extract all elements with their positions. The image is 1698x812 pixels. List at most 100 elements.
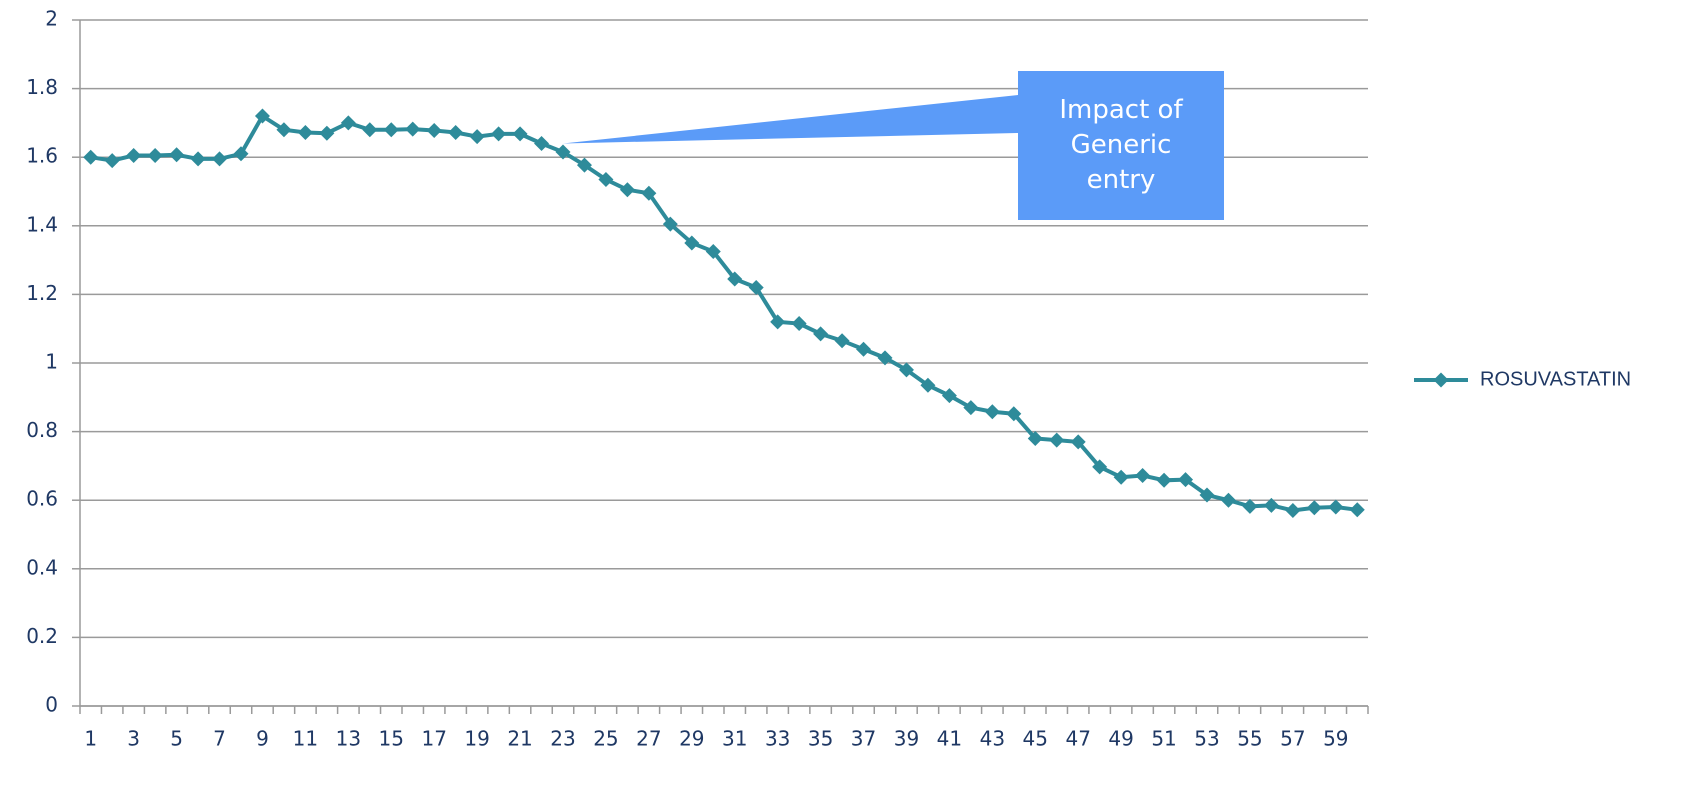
marker: [426, 122, 442, 138]
x-tick-label: 35: [808, 727, 833, 751]
marker: [491, 126, 507, 142]
marker: [684, 235, 700, 251]
marker: [1199, 487, 1215, 503]
x-tick-label: 59: [1323, 727, 1348, 751]
y-tick-label: 1.2: [26, 281, 58, 305]
marker: [469, 129, 485, 145]
y-tick-label: 0.2: [26, 624, 58, 648]
marker: [147, 147, 163, 163]
marker: [104, 153, 120, 169]
marker: [319, 125, 335, 141]
x-tick-label: 9: [256, 727, 269, 751]
marker: [1006, 406, 1022, 422]
x-tick-label: 33: [765, 727, 790, 751]
x-tick-label: 17: [421, 727, 446, 751]
x-tick-label: 43: [980, 727, 1005, 751]
marker: [169, 147, 185, 163]
marker: [1328, 499, 1344, 515]
marker: [448, 125, 464, 141]
marker: [705, 244, 721, 260]
x-tick-label: 15: [379, 727, 404, 751]
annotation-pointer: [563, 95, 1018, 144]
x-tick-label: 55: [1237, 727, 1262, 751]
marker: [598, 171, 614, 187]
x-tick-label: 11: [293, 727, 318, 751]
x-tick-label: 41: [937, 727, 962, 751]
marker: [984, 404, 1000, 420]
marker: [1092, 459, 1108, 475]
y-tick-label: 0.8: [26, 418, 58, 442]
legend-label: ROSUVASTATIN: [1480, 368, 1631, 390]
marker: [1306, 500, 1322, 516]
y-tick-label: 2: [45, 7, 58, 31]
marker: [534, 135, 550, 151]
x-tick-label: 37: [851, 727, 876, 751]
marker: [662, 216, 678, 232]
x-tick-label: 51: [1151, 727, 1176, 751]
x-tick-label: 25: [593, 727, 618, 751]
y-tick-label: 1: [45, 350, 58, 374]
marker: [1285, 502, 1301, 518]
y-tick-label: 0.4: [26, 555, 58, 579]
marker: [190, 151, 206, 167]
marker: [1113, 469, 1129, 485]
x-tick-label: 31: [722, 727, 747, 751]
marker: [963, 400, 979, 416]
x-tick-label: 3: [127, 727, 140, 751]
x-tick-label: 53: [1194, 727, 1219, 751]
marker: [383, 122, 399, 138]
marker: [576, 157, 592, 173]
x-tick-label: 39: [894, 727, 919, 751]
x-tick-label: 7: [213, 727, 226, 751]
marker: [1220, 492, 1236, 508]
marker: [1349, 502, 1365, 518]
y-tick-label: 1.4: [26, 212, 58, 236]
marker: [834, 333, 850, 349]
marker: [276, 122, 292, 138]
marker: [254, 108, 270, 124]
marker: [748, 280, 764, 296]
marker: [212, 151, 228, 167]
marker: [813, 326, 829, 342]
marker: [920, 377, 936, 393]
x-tick-label: 13: [336, 727, 361, 751]
x-tick-label: 57: [1280, 727, 1305, 751]
x-tick-label: 27: [636, 727, 661, 751]
marker: [619, 182, 635, 198]
marker: [297, 125, 313, 141]
x-tick-label: 1: [84, 727, 97, 751]
marker: [555, 144, 571, 160]
marker: [1135, 468, 1151, 484]
x-tick-label: 5: [170, 727, 183, 751]
marker: [340, 115, 356, 131]
y-tick-label: 1.8: [26, 75, 58, 99]
marker: [405, 121, 421, 137]
marker: [727, 271, 743, 287]
x-tick-label: 19: [464, 727, 489, 751]
x-tick-label: 21: [507, 727, 532, 751]
marker: [126, 147, 142, 163]
marker: [83, 149, 99, 165]
marker: [1178, 472, 1194, 488]
marker: [1049, 432, 1065, 448]
marker: [362, 122, 378, 138]
marker: [512, 126, 528, 142]
legend-marker: [1433, 372, 1449, 388]
marker: [791, 316, 807, 332]
y-tick-label: 0: [45, 693, 58, 717]
y-tick-label: 1.6: [26, 144, 58, 168]
x-tick-label: 29: [679, 727, 704, 751]
marker: [770, 314, 786, 330]
marker: [898, 362, 914, 378]
marker: [1070, 434, 1086, 450]
marker: [877, 350, 893, 366]
x-tick-label: 45: [1023, 727, 1048, 751]
x-tick-label: 49: [1108, 727, 1133, 751]
x-tick-label: 47: [1065, 727, 1090, 751]
marker: [1263, 497, 1279, 513]
marker: [856, 341, 872, 357]
annotation: Impact of Generic entry: [1018, 71, 1224, 220]
y-tick-label: 0.6: [26, 487, 58, 511]
